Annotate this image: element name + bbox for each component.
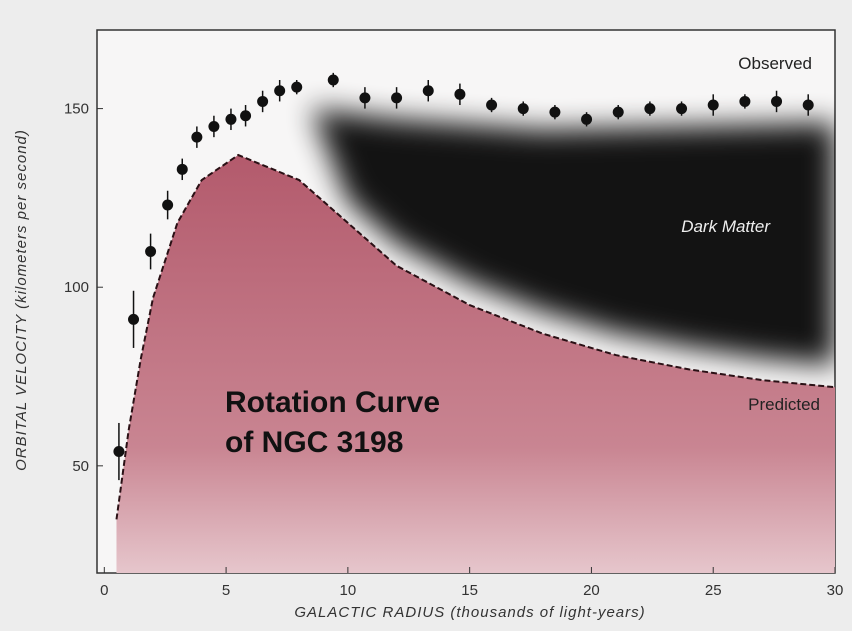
observed-point bbox=[391, 92, 403, 104]
observed-point bbox=[274, 85, 286, 97]
chart-title: Rotation Curve bbox=[225, 386, 440, 419]
observed-point bbox=[676, 103, 688, 115]
x-tick-label: 10 bbox=[340, 582, 357, 599]
observed-point bbox=[225, 113, 237, 125]
observed-point bbox=[707, 99, 719, 111]
annotation: Predicted bbox=[748, 395, 820, 414]
x-tick-label: 20 bbox=[583, 582, 600, 599]
y-tick-label: 100 bbox=[64, 279, 89, 296]
x-tick-label: 0 bbox=[100, 582, 108, 599]
observed-point bbox=[359, 92, 371, 104]
observed-point bbox=[422, 85, 434, 97]
x-axis-label: GALACTIC RADIUS (thousands of light-year… bbox=[294, 604, 645, 621]
dark-matter bbox=[311, 108, 835, 366]
observed-point bbox=[257, 95, 269, 107]
chart-title: of NGC 3198 bbox=[225, 426, 403, 459]
y-tick-label: 150 bbox=[64, 101, 89, 118]
observed-point bbox=[162, 199, 174, 211]
observed-point bbox=[128, 313, 140, 325]
plot-layer bbox=[113, 72, 835, 573]
observed-point bbox=[191, 131, 203, 143]
observed-point bbox=[240, 110, 252, 122]
observed-point bbox=[517, 103, 529, 115]
observed-point bbox=[145, 245, 157, 257]
observed-point bbox=[549, 106, 561, 118]
observed-point bbox=[176, 163, 188, 175]
observed-point bbox=[327, 74, 339, 86]
observed-point bbox=[612, 106, 624, 118]
y-axis-label: ORBITAL VELOCITY (kilometers per second) bbox=[13, 129, 30, 471]
observed-point bbox=[581, 113, 593, 125]
observed-point bbox=[454, 88, 466, 100]
observed-point bbox=[113, 446, 125, 458]
observed-point bbox=[739, 95, 751, 107]
observed-point bbox=[291, 81, 303, 93]
observed-point bbox=[486, 99, 498, 111]
predicted-area bbox=[116, 155, 835, 573]
x-tick-label: 5 bbox=[222, 582, 230, 599]
annotation: Observed bbox=[738, 54, 812, 73]
annotation: Dark Matter bbox=[681, 217, 771, 236]
x-tick-label: 25 bbox=[705, 582, 722, 599]
x-tick-label: 15 bbox=[461, 582, 478, 599]
predicted-line bbox=[115, 153, 835, 520]
observed-point bbox=[644, 103, 656, 115]
observed-point bbox=[208, 120, 220, 132]
observed-point bbox=[802, 99, 814, 111]
x-tick-label: 30 bbox=[827, 582, 844, 599]
y-tick-label: 50 bbox=[72, 458, 89, 475]
observed-point bbox=[771, 95, 783, 107]
